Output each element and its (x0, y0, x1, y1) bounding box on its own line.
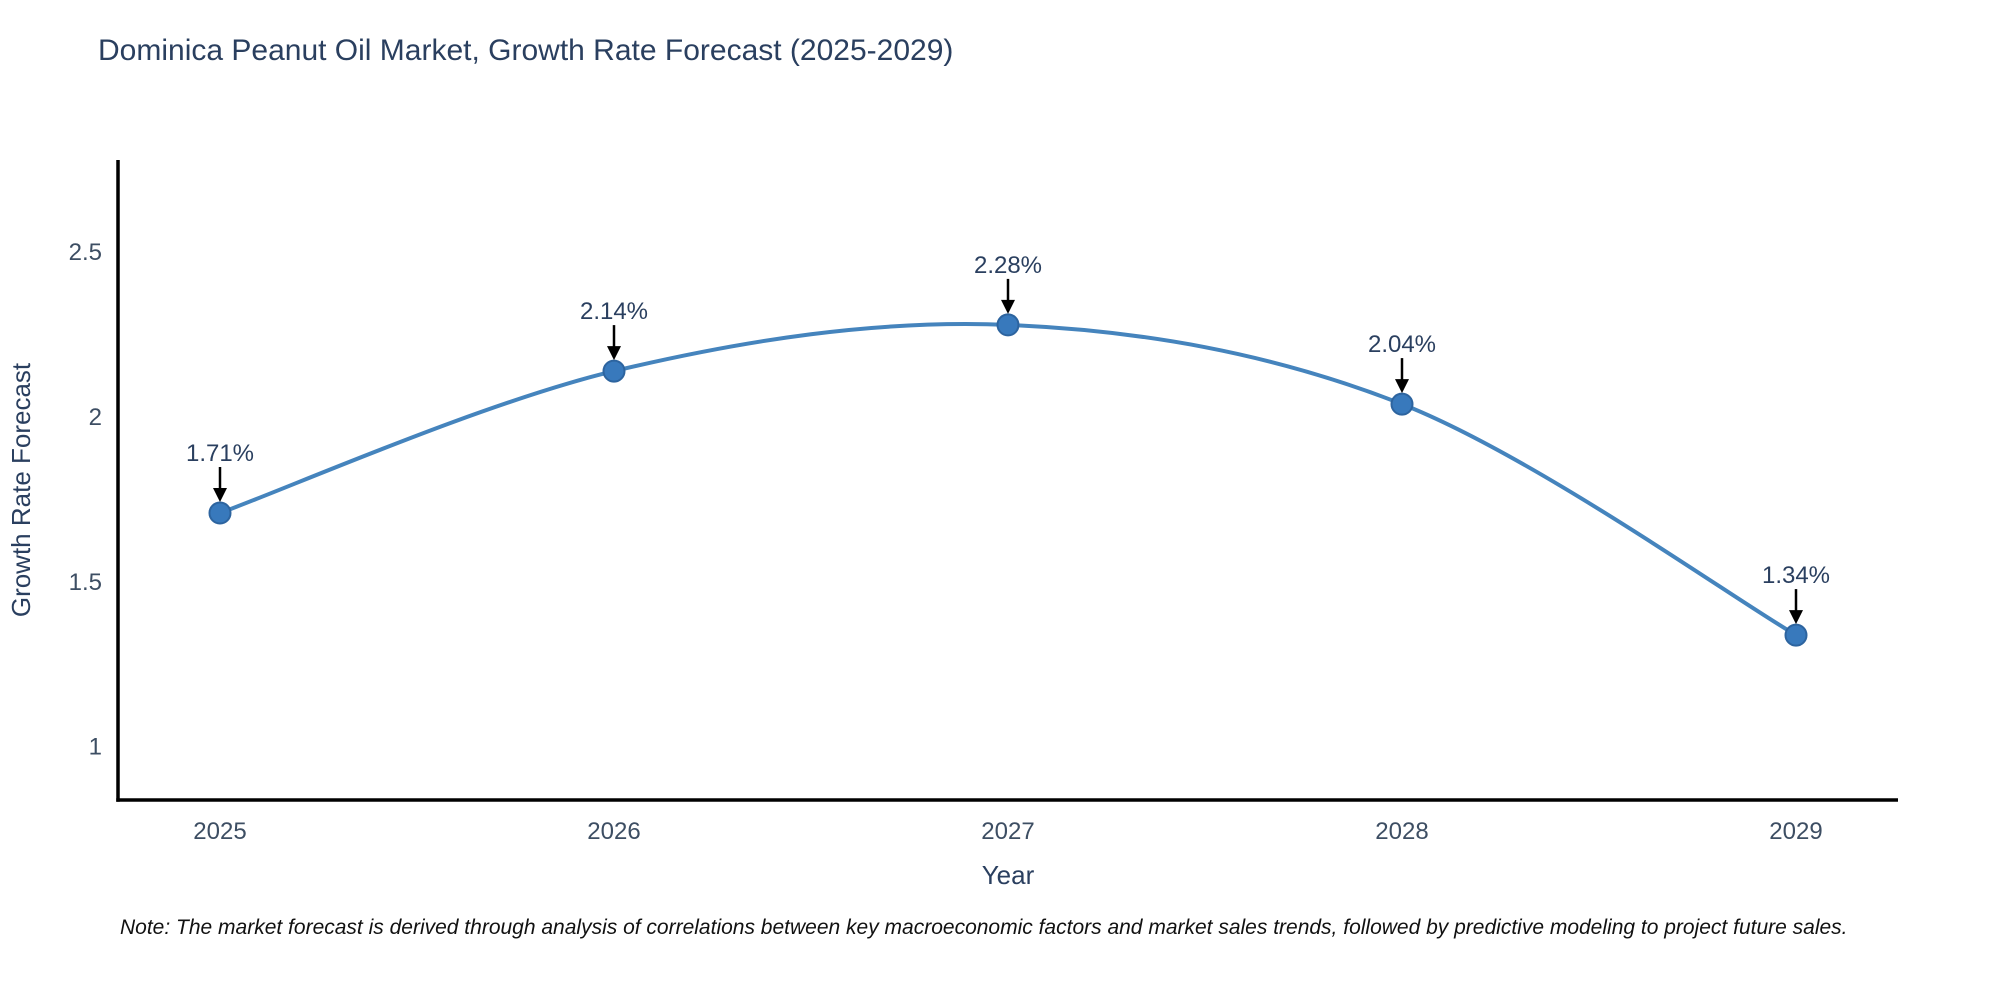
point-label: 1.34% (1762, 562, 1830, 589)
y-tick-label: 2 (89, 404, 102, 431)
point-label: 2.04% (1368, 331, 1436, 358)
annotation-arrowhead-icon (1001, 299, 1015, 314)
y-axis-title: Growth Rate Forecast (6, 362, 36, 617)
point-label: 2.14% (580, 298, 648, 325)
data-point-2029[interactable] (1784, 623, 1808, 647)
x-tick-label: 2028 (1375, 818, 1428, 845)
data-point-2026[interactable] (602, 359, 626, 383)
forecast-line (218, 322, 1798, 638)
x-tick-label: 2027 (981, 818, 1034, 845)
y-tick-label: 1.5 (69, 569, 102, 596)
x-axis-title: Year (982, 860, 1035, 890)
y-tick-label: 2.5 (69, 239, 102, 266)
point-label: 1.71% (186, 440, 254, 467)
point-label: 2.28% (974, 252, 1042, 279)
data-point-2025[interactable] (208, 501, 232, 525)
y-tick-label: 1 (89, 734, 102, 761)
annotation-arrowhead-icon (1395, 379, 1409, 394)
x-tick-label: 2029 (1769, 818, 1822, 845)
footnote: Note: The market forecast is derived thr… (120, 916, 1848, 939)
annotation-arrowhead-icon (213, 488, 227, 502)
annotation-arrowhead-icon (607, 346, 621, 361)
chart-title: Dominica Peanut Oil Market, Growth Rate … (98, 34, 954, 67)
x-tick-label: 2025 (193, 818, 246, 845)
data-point-2027[interactable] (996, 313, 1020, 337)
annotation-arrowhead-icon (1789, 610, 1803, 625)
data-point-2028[interactable] (1390, 392, 1414, 416)
x-tick-label: 2026 (587, 818, 640, 845)
